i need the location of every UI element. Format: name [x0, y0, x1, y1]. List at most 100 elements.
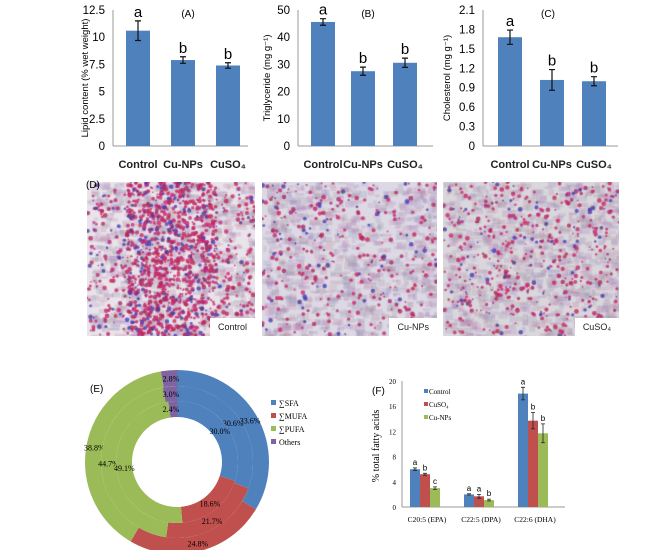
- significance-letter: a: [413, 458, 418, 467]
- y-tick-label: 4: [393, 479, 397, 487]
- significance-letter: b: [224, 46, 232, 63]
- bar: [410, 469, 420, 507]
- bar: [518, 393, 528, 507]
- donut-label: 33.6%: [240, 417, 261, 426]
- bar: [351, 71, 375, 146]
- panel-label: (A): [181, 9, 194, 20]
- y-tick-label: 0.6: [459, 102, 475, 114]
- significance-letter: b: [359, 50, 367, 67]
- y-tick-label: 0: [393, 504, 397, 512]
- bar: [582, 81, 606, 146]
- micrograph-cu-nps: Cu-NPs: [262, 182, 437, 336]
- donut-slice: [168, 401, 178, 418]
- error-bar: [541, 423, 545, 444]
- x-tick-label: Cu-NPs: [343, 159, 383, 171]
- x-tick-label: Control: [490, 159, 529, 171]
- legend-label: Others: [279, 438, 300, 447]
- y-tick-label: 40: [277, 32, 290, 44]
- y-tick-label: 7.5: [89, 59, 105, 71]
- micrograph-label: Control: [209, 318, 255, 336]
- panel-label: (C): [541, 9, 555, 20]
- y-tick-label: 12.5: [83, 5, 105, 17]
- y-tick-label: 0: [99, 141, 105, 153]
- bar: [498, 37, 522, 147]
- error-bar: [180, 56, 186, 64]
- legend-swatch: [424, 402, 428, 406]
- y-tick-label: 2.1: [459, 5, 475, 17]
- bar: [126, 30, 150, 147]
- significance-letter: b: [487, 489, 492, 498]
- y-tick-label: 50: [277, 5, 290, 17]
- significance-letter: a: [506, 13, 515, 30]
- panel-label: (B): [361, 9, 374, 20]
- y-axis-label: Triglyceride (mg g⁻¹): [262, 34, 273, 121]
- error-bar: [360, 66, 366, 76]
- y-axis-label: Lipid content (% wet weight): [80, 19, 91, 138]
- significance-letter: a: [477, 484, 482, 493]
- error-bar: [433, 486, 437, 490]
- significance-letter: b: [541, 414, 546, 423]
- bar: [420, 474, 430, 507]
- micrograph-control: Control: [87, 182, 255, 336]
- x-tick-label: Control: [118, 159, 157, 171]
- error-bar: [487, 498, 491, 502]
- y-tick-label: 12: [389, 428, 397, 436]
- legend-swatch: [271, 413, 276, 418]
- y-tick-label: 20: [277, 87, 290, 99]
- legend-label: Cu-NPs: [429, 414, 451, 422]
- significance-letter: a: [319, 2, 328, 19]
- bar: [393, 62, 417, 146]
- legend-swatch: [424, 389, 428, 393]
- y-tick-label: 0: [284, 141, 290, 153]
- y-axis-label: Cholesterol (mg g⁻¹): [442, 35, 453, 121]
- y-tick-label: 0.3: [459, 122, 475, 134]
- y-tick-label: 10: [277, 114, 290, 126]
- donut-label: 44.7%: [98, 460, 119, 469]
- error-bar: [402, 57, 408, 68]
- donut-slice: [166, 483, 249, 538]
- y-tick-label: 20: [389, 378, 397, 386]
- error-bar: [413, 467, 417, 471]
- donut-label: 2.8%: [163, 374, 180, 383]
- bar: [464, 494, 474, 507]
- bar: [538, 433, 548, 507]
- donut-slice: [177, 401, 238, 481]
- significance-letter: b: [590, 60, 598, 77]
- significance-letter: b: [531, 403, 536, 412]
- micrograph-label: Cu-NPs: [389, 318, 437, 336]
- significance-letter: b: [548, 53, 556, 70]
- legend-label: ∑MUFA: [279, 412, 307, 421]
- significance-letter: a: [467, 484, 472, 493]
- x-tick-label: C20:5 (EPA): [408, 515, 447, 524]
- donut-label: 38.8%: [84, 443, 105, 452]
- panel-label: (F): [372, 386, 385, 397]
- legend-swatch: [271, 400, 276, 405]
- donut-slice: [101, 387, 169, 538]
- error-bar: [531, 412, 535, 430]
- donut-slice: [177, 386, 253, 489]
- y-tick-label: 0: [469, 141, 475, 153]
- error-bar: [423, 472, 427, 476]
- donut-slice: [162, 386, 177, 403]
- legend-label: CuSO₄: [429, 401, 449, 409]
- donut-label: 3.0%: [163, 390, 180, 399]
- donut-slice: [116, 401, 183, 523]
- bar: [474, 496, 484, 507]
- panel-label-d: (D): [86, 180, 100, 191]
- bar: [540, 79, 564, 146]
- x-tick-label: Cu-NPs: [532, 159, 572, 171]
- donut-label: 30.6%: [223, 419, 244, 428]
- x-tick-label: CuSO₄: [387, 159, 423, 171]
- y-tick-label: 1.5: [459, 44, 475, 56]
- y-tick-label: 30: [277, 59, 290, 71]
- donut-slice: [85, 371, 164, 542]
- significance-letter: b: [401, 41, 409, 58]
- donut-label: 18.6%: [200, 499, 221, 508]
- error-bar: [467, 493, 471, 496]
- legend-label: ∑SFA: [279, 399, 299, 408]
- donut-slice: [160, 370, 177, 388]
- x-tick-label: C22:6 (DHA): [514, 515, 556, 524]
- donut-label: 49.1%: [114, 464, 135, 473]
- y-tick-label: 8: [393, 454, 397, 462]
